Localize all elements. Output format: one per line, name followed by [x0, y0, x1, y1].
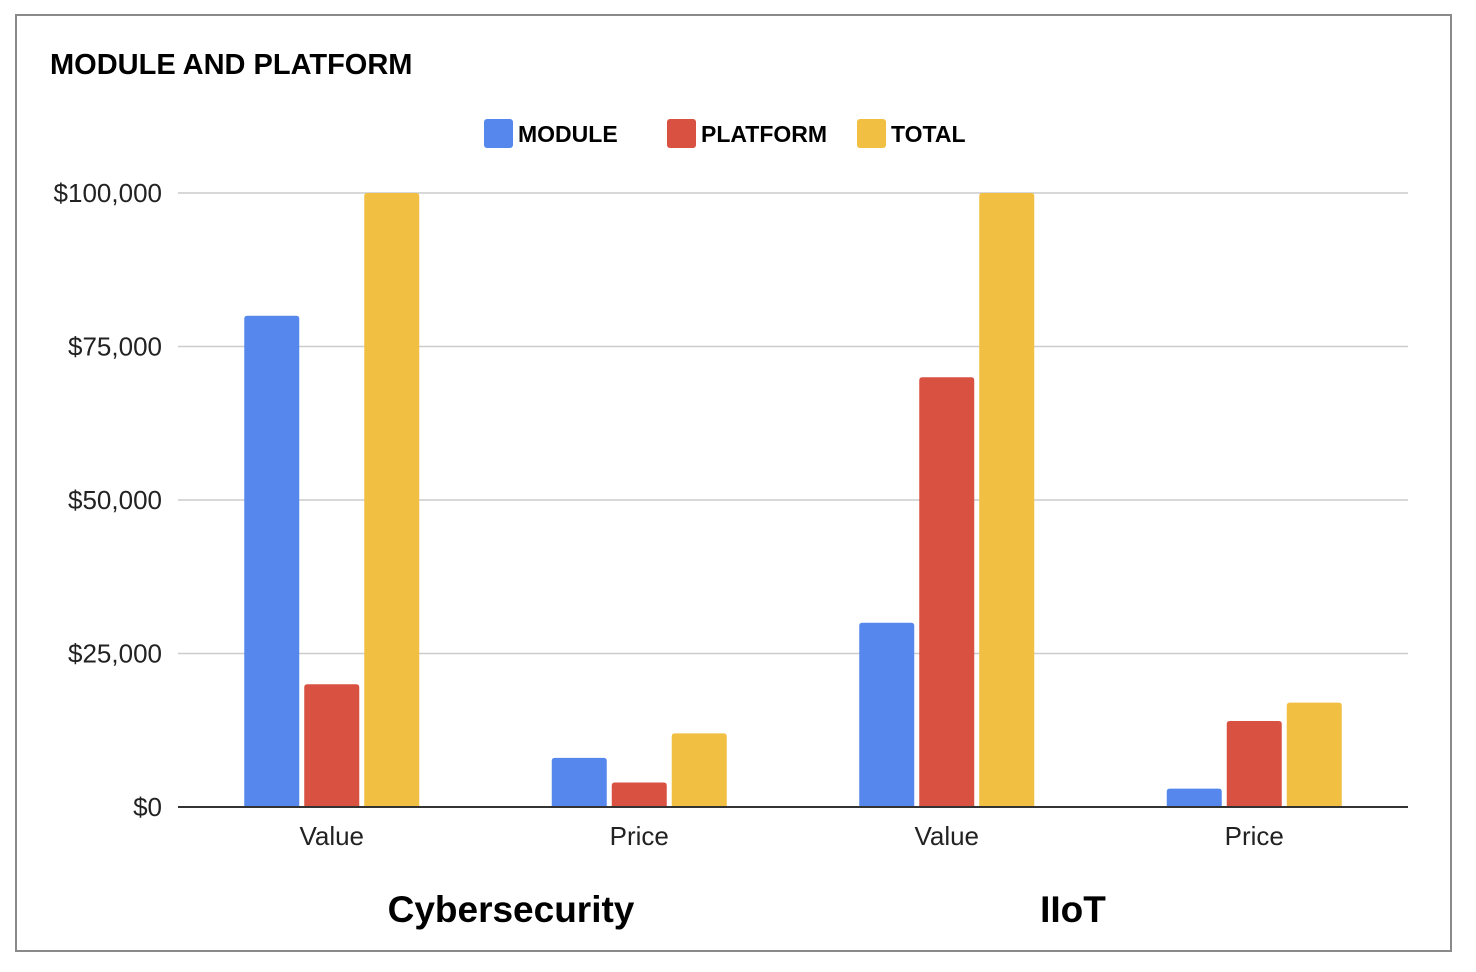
gridlines [178, 192, 1408, 655]
bar-module-1 [551, 757, 607, 807]
legend-label-total: TOTAL [891, 121, 966, 147]
bar-platform-0 [304, 684, 360, 807]
chart-title: MODULE AND PLATFORM [50, 49, 412, 81]
y-axis: $0 $25,000 $50,000 $75,000 $100,000 [54, 178, 162, 822]
legend-label-module: MODULE [518, 121, 618, 147]
legend-swatch-platform [667, 119, 696, 148]
legend-swatch-total [857, 119, 886, 148]
x-tick-label: Value [914, 821, 979, 851]
x-tick-label: Price [610, 821, 669, 851]
bar-module-2 [859, 622, 915, 807]
bar-platform-3 [1226, 721, 1282, 807]
bar-total-1 [671, 733, 727, 807]
x-axis: Value Price Value Price [178, 806, 1408, 851]
legend: MODULE PLATFORM TOTAL [484, 119, 966, 148]
y-tick-label: $75,000 [68, 332, 162, 362]
y-tick-label: $100,000 [54, 178, 162, 208]
y-tick-label: $25,000 [68, 639, 162, 669]
y-tick-label: $0 [133, 792, 162, 822]
group-label-0: Cybersecurity [388, 889, 635, 930]
y-tick-label: $50,000 [68, 485, 162, 515]
group-labels: Cybersecurity IIoT [388, 889, 1107, 930]
bar-module-0 [244, 315, 300, 807]
x-tick-label: Price [1225, 821, 1284, 851]
bar-total-0 [364, 193, 420, 807]
group-label-1: IIoT [1040, 889, 1106, 930]
bar-platform-2 [919, 377, 975, 807]
bars [244, 193, 1342, 807]
legend-swatch-module [484, 119, 513, 148]
legend-label-platform: PLATFORM [701, 121, 827, 147]
bar-module-3 [1166, 788, 1222, 807]
bar-total-2 [979, 193, 1035, 807]
x-tick-label: Value [299, 821, 364, 851]
bar-platform-1 [611, 782, 667, 807]
bar-total-3 [1286, 702, 1342, 807]
